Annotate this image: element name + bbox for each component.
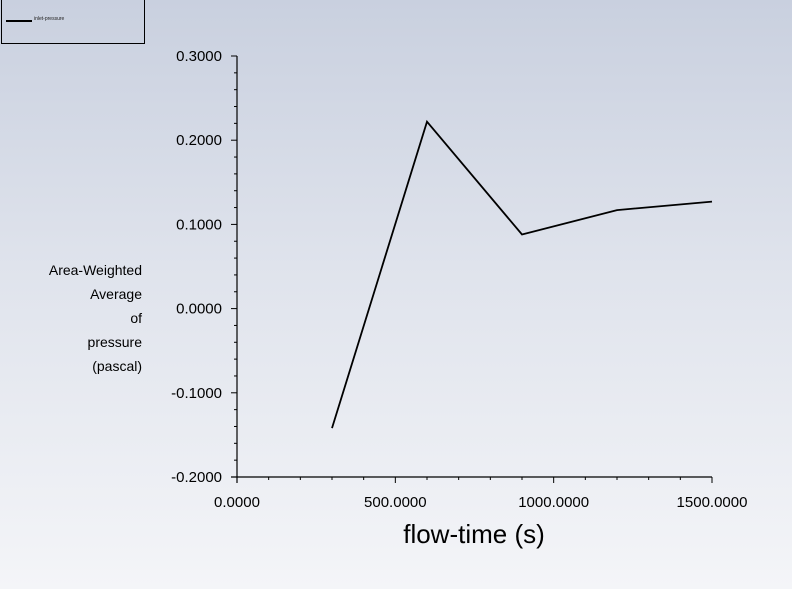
y-axis-label-line: Average	[90, 286, 142, 302]
y-tick-label: 0.2000	[176, 132, 222, 149]
y-tick-label: 0.3000	[176, 48, 222, 65]
y-axis-label-line: (pascal)	[92, 358, 142, 374]
y-axis-label-line: Area-Weighted	[48, 262, 142, 278]
y-axis-label: Area-Weighted Average of pressure (pasca…	[20, 258, 142, 378]
y-tick-label: -0.1000	[171, 385, 222, 402]
y-axis-label-line: pressure	[87, 334, 142, 350]
x-tick-label: 500.0000	[364, 494, 427, 511]
series-line-inlet-pressure	[331, 119, 713, 429]
x-tick-label: 1500.0000	[677, 494, 748, 511]
x-axis-label: flow-time (s)	[403, 519, 545, 549]
x-tick-label: 0.0000	[214, 494, 260, 511]
legend-swatch	[6, 20, 32, 22]
y-axis-label-line: of	[130, 310, 142, 326]
y-tick-label: 0.0000	[176, 301, 222, 318]
x-tick-label: 1000.0000	[518, 494, 589, 511]
legend-label-inlet-pressure: inlet-pressure	[34, 16, 65, 22]
legend-box: inlet-pressure	[1, 0, 145, 44]
y-tick-label: -0.2000	[171, 469, 222, 486]
y-tick-label: 0.1000	[176, 216, 222, 233]
